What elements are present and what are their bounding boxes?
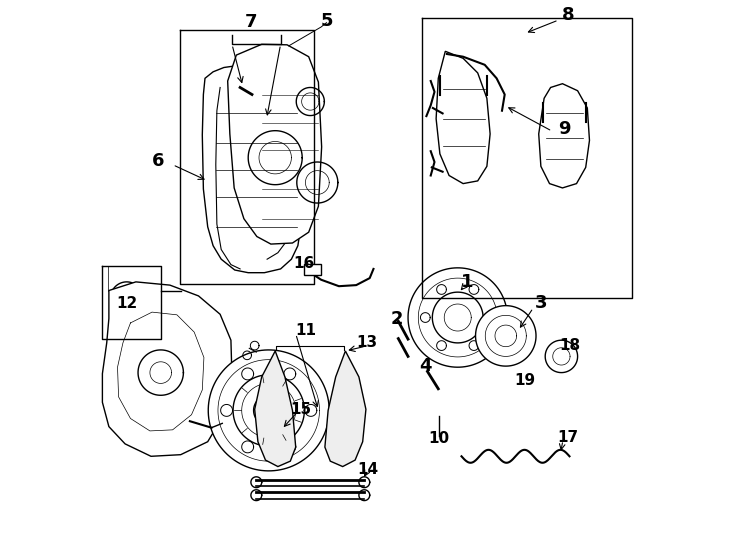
Polygon shape [255,351,296,467]
Polygon shape [228,44,321,244]
Text: 2: 2 [390,309,403,328]
Text: 14: 14 [357,462,379,477]
Text: 6: 6 [152,152,164,170]
Text: 10: 10 [428,431,449,446]
Polygon shape [325,351,366,467]
Text: 7: 7 [244,12,257,31]
Polygon shape [208,350,330,471]
Polygon shape [476,306,536,366]
Polygon shape [539,84,589,188]
Polygon shape [120,318,133,330]
Text: 4: 4 [419,357,432,375]
Polygon shape [111,282,143,314]
Text: 15: 15 [291,402,312,417]
Text: 13: 13 [357,335,377,350]
Text: 12: 12 [116,296,137,311]
Polygon shape [103,282,232,456]
Text: 3: 3 [534,294,547,313]
Text: 17: 17 [557,430,578,445]
Text: 19: 19 [515,373,536,388]
Polygon shape [436,51,490,184]
Text: 8: 8 [562,6,574,24]
Text: 16: 16 [293,256,314,271]
Polygon shape [545,340,578,373]
Polygon shape [203,65,302,273]
Text: 11: 11 [296,323,316,338]
Polygon shape [408,268,507,367]
Text: 1: 1 [461,273,473,292]
Text: 5: 5 [320,11,333,30]
Text: 9: 9 [558,119,570,138]
Polygon shape [134,296,158,320]
FancyBboxPatch shape [305,264,321,275]
Text: 18: 18 [559,338,580,353]
